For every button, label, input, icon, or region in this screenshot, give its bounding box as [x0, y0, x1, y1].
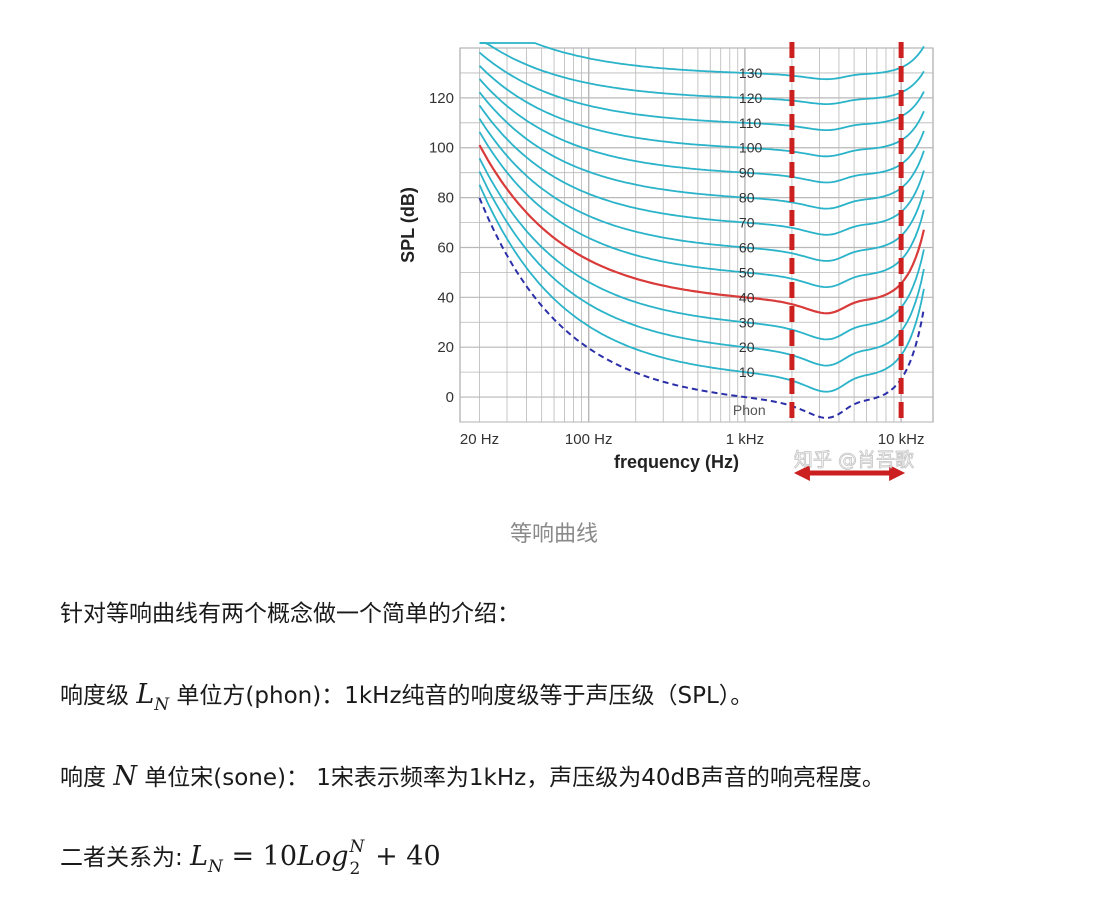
phon-label-50: 50 [739, 264, 755, 280]
phon-label-10: 10 [739, 364, 755, 380]
y-tick-60: 60 [437, 239, 454, 256]
phon-curve-60 [478, 118, 925, 262]
loudness-label: 响度 [60, 765, 114, 791]
y-tick-120: 120 [429, 90, 454, 107]
phon-label-20: 20 [739, 339, 755, 355]
figure-caption: 等响曲线 [509, 522, 598, 547]
loudness-symbol: N [113, 761, 137, 792]
loudness-definition: 响度 N 单位宋(sone)： 1宋表示频率为1kHz，声压级为40dB声音的响… [60, 758, 885, 792]
phon-curve-90 [478, 78, 925, 184]
formula-L: LN [190, 841, 223, 877]
phon-unit-label: Phon [733, 402, 766, 418]
formula-log: Log [297, 841, 349, 872]
phon-curve-40 [478, 144, 925, 315]
x-tick-20: 20 Hz [460, 431, 499, 448]
phon-curve-100 [478, 65, 925, 158]
x-tick-1000: 1 kHz [726, 431, 764, 448]
watermark: 知乎 @肖吾歌 [794, 449, 914, 471]
phon-curve-70 [478, 104, 925, 236]
phon-label-60: 60 [739, 239, 755, 255]
phon-label-70: 70 [739, 215, 755, 231]
x-tick-100: 100 Hz [565, 431, 613, 448]
loudness-level-definition: 响度级 LN 单位方(phon)：1kHz纯音的响度级等于声压级（SPL）。 [60, 676, 754, 715]
loudness-level-text: 单位方(phon)：1kHz纯音的响度级等于声压级（SPL）。 [169, 683, 754, 709]
phon-curve-110 [478, 51, 925, 131]
relation-formula: 二者关系为: LN = 10Log N 2 + 40 [60, 836, 441, 879]
x-tick-10000: 10 kHz [878, 431, 925, 448]
y-axis-label: SPL (dB) [398, 187, 418, 263]
phon-label-90: 90 [739, 165, 755, 181]
phon-label-30: 30 [739, 314, 755, 330]
phon-curve-10 [478, 184, 925, 393]
equal-loudness-chart: 10 20 30 40 50 60 70 80 90 100 110 120 130 Phon 0 20 40 6… [398, 42, 934, 481]
y-tick-20: 20 [437, 339, 454, 356]
formula-plus-40: + 40 [366, 841, 441, 872]
phon-curve-20 [478, 171, 925, 367]
y-tick-100: 100 [429, 140, 454, 157]
phon-curve-130 [479, 42, 925, 81]
phon-curve-50 [478, 131, 925, 289]
phon-label-100: 100 [739, 140, 763, 156]
threshold-curve [478, 197, 925, 419]
band-arrow-left-head [793, 465, 810, 481]
phon-label-80: 80 [739, 190, 755, 206]
phon-label-40: 40 [739, 289, 755, 305]
formula-equals: = 10 [222, 841, 298, 872]
phon-label-120: 120 [739, 90, 763, 106]
relation-label: 二者关系为: [60, 845, 191, 871]
band-arrow-right-head [889, 465, 906, 481]
intro-paragraph: 针对等响曲线有两个概念做一个简单的介绍： [60, 601, 520, 627]
y-tick-80: 80 [437, 190, 454, 207]
x-axis-label: frequency (Hz) [614, 452, 739, 472]
phon-curve-80 [478, 91, 925, 210]
phon-curve-120 [479, 42, 925, 105]
equal-loudness-figure: 10 20 30 40 50 60 70 80 90 100 110 120 130 Phon 0 20 40 6… [388, 30, 948, 490]
loudness-level-label: 响度级 [60, 683, 137, 709]
loudness-text: 单位宋(sone)： 1宋表示频率为1kHz，声压级为40dB声音的响亮程度。 [136, 765, 885, 791]
loudness-level-symbol: LN [136, 679, 170, 715]
phon-label-130: 130 [739, 65, 763, 81]
y-tick-40: 40 [437, 289, 454, 306]
phon-label-110: 110 [739, 115, 762, 131]
phon-curve-30 [478, 157, 925, 341]
y-tick-0: 0 [446, 389, 454, 406]
